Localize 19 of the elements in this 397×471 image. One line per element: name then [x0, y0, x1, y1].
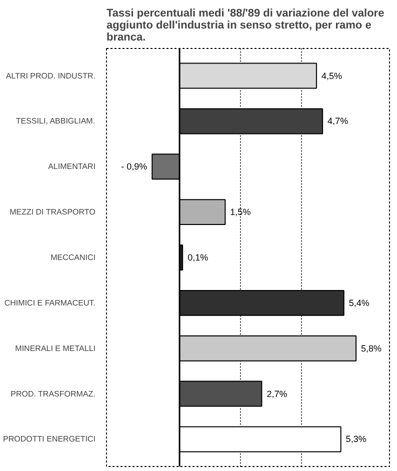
data-label: 4,5%: [321, 70, 342, 81]
y-tick-label: MECCANICI: [50, 253, 96, 262]
data-label: 1,5%: [230, 207, 251, 218]
y-tick-label: TESSILI, ABBIGLIAM.: [16, 116, 96, 126]
y-tick-label: MEZZI DI TRASPORTO: [10, 208, 96, 217]
data-label: 2,7%: [266, 388, 288, 399]
y-tick-label: PROD. TRASFORMAZ.: [10, 389, 96, 398]
y-tick-label: PRODOTTI ENERGETICI: [3, 434, 96, 444]
y-tick-label: ALIMENTARI: [48, 162, 96, 172]
y-tick-label: CHIMICI E FARMACEUT.: [4, 298, 96, 308]
y-tick-label: ALTRI PROD. INDUSTR.: [6, 71, 96, 80]
data-label: - 0,9%: [121, 162, 148, 172]
data-label: 5,4%: [348, 298, 370, 308]
y-tick-label: MINERALI E METALLI: [15, 344, 96, 353]
data-label: 5,8%: [361, 343, 382, 354]
data-label: 4,7%: [328, 116, 348, 126]
chart-title: Tassi percentuali medi '88/'89 di variazione del valore aggiunto dell'industria in senso stretto, per ramo e branca.: [106, 8, 384, 44]
data-label: 0,1%: [188, 252, 208, 262]
data-label: 5,3%: [346, 434, 366, 444]
